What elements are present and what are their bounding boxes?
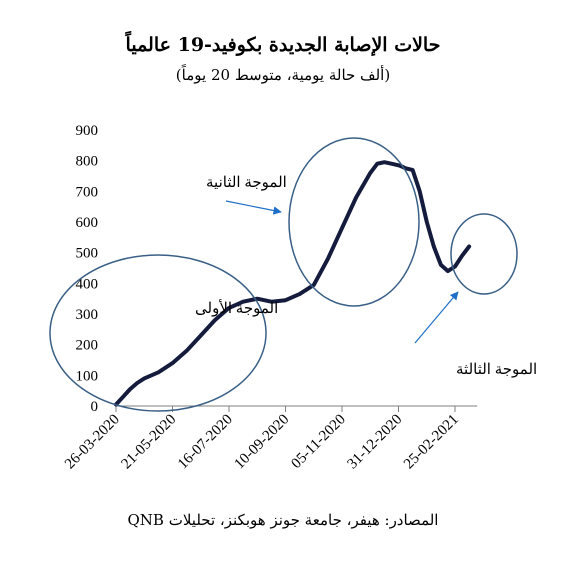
y-tick-label: 200 bbox=[76, 338, 99, 354]
x-tick-label: 25-02-2021 bbox=[401, 412, 462, 473]
x-tick-label: 31-12-2020 bbox=[345, 412, 406, 473]
y-tick-label: 100 bbox=[76, 368, 99, 384]
x-tick-label: 16-07-2020 bbox=[175, 412, 236, 473]
annotation-layer: الموجة الأولى الموجة الثانية الموجة الثالث… bbox=[49, 137, 537, 412]
series-layer bbox=[114, 160, 472, 407]
third-wave-ellipse bbox=[450, 213, 518, 295]
annotation-label: الموجة الثالثة bbox=[456, 362, 537, 378]
x-tick-label: 26-03-2020 bbox=[62, 412, 123, 473]
chart-title: حالات الإصابة الجديدة بكوفيد-19 عالمياً bbox=[125, 34, 441, 56]
y-tick-label: 500 bbox=[76, 246, 99, 262]
y-tick-label: 800 bbox=[76, 154, 99, 170]
y-tick-label: 700 bbox=[76, 184, 99, 200]
chart-subtitle: (ألف حالة يومية، متوسط 20 يوماً) bbox=[175, 66, 391, 84]
x-tick-label: 21-05-2020 bbox=[119, 412, 180, 473]
y-tick-label: 900 bbox=[76, 123, 99, 139]
first-wave-ellipse bbox=[49, 254, 267, 412]
series-line bbox=[114, 160, 472, 407]
second-wave-arrow bbox=[225, 200, 282, 215]
second-wave-ellipse bbox=[288, 137, 420, 307]
y-tick-label: 300 bbox=[76, 307, 99, 323]
y-tick-label: 0 bbox=[91, 399, 99, 415]
x-tick-label: 05-11-2020 bbox=[288, 412, 348, 472]
annotation-label: الموجة الأولى bbox=[195, 299, 278, 317]
annotation-label: الموجة الثانية bbox=[206, 175, 287, 191]
chart-source: المصادر: هيفر، جامعة جونز هوبكنز، تحليلا… bbox=[127, 511, 439, 529]
y-tick-label: 600 bbox=[76, 215, 99, 231]
third-wave-arrow bbox=[414, 291, 459, 344]
x-tick-label: 10-09-2020 bbox=[232, 412, 293, 473]
y-tick-label: 400 bbox=[76, 276, 99, 292]
